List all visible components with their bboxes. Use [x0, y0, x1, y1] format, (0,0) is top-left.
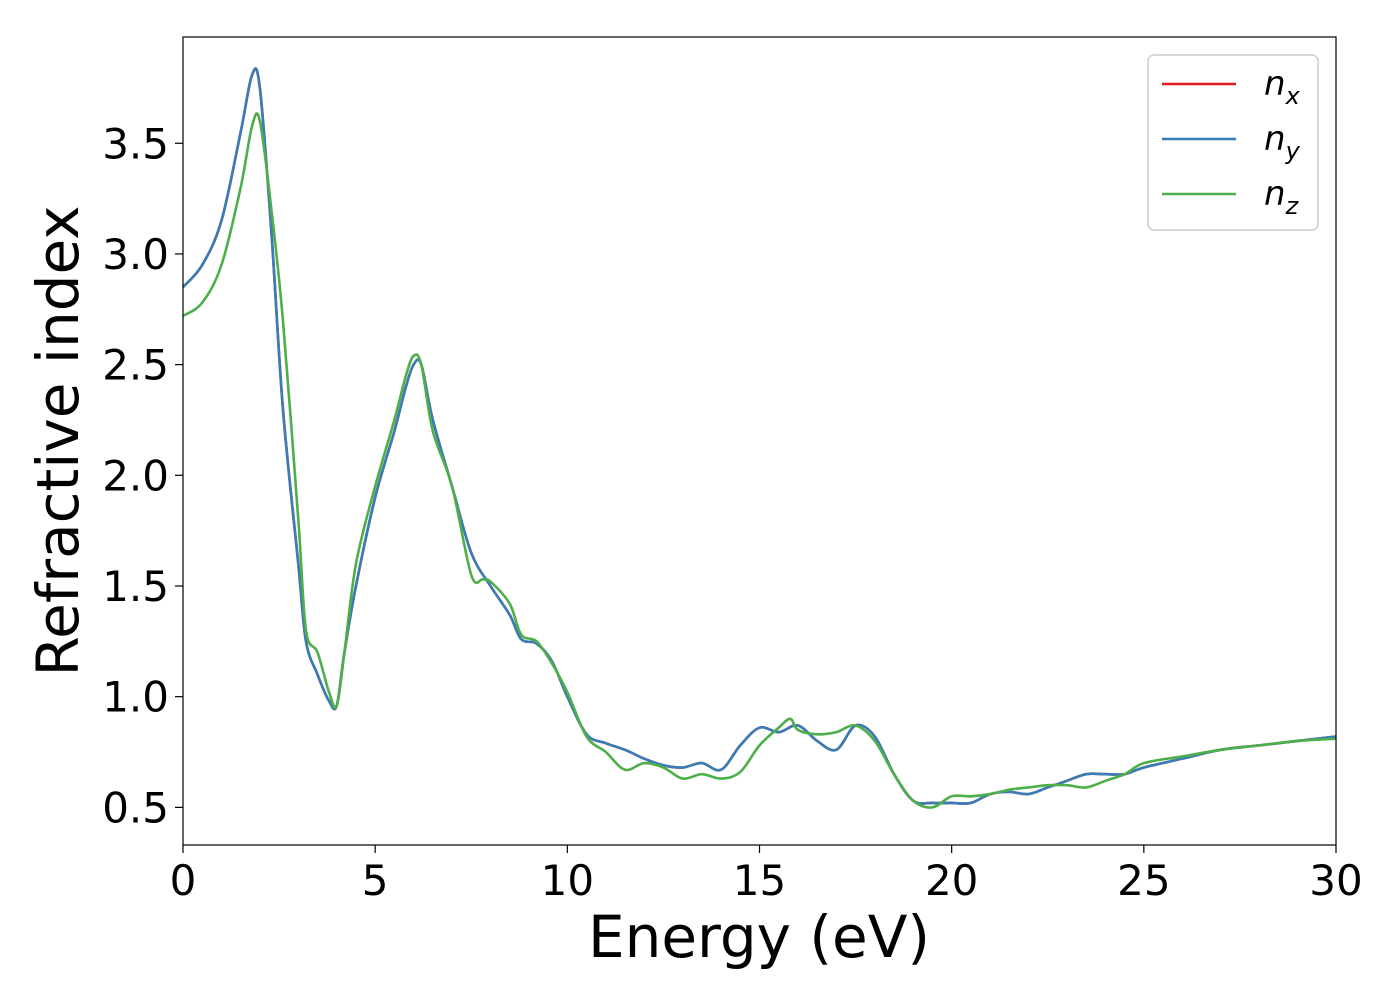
- y-tick-label: 3.5: [102, 119, 169, 168]
- series-line-z: [182, 112, 1337, 809]
- x-tick-label: 30: [1309, 856, 1362, 905]
- legend-box: [1147, 54, 1319, 231]
- legend: nx ny nz: [1147, 54, 1319, 231]
- y-tick-label: 1.0: [102, 673, 169, 722]
- x-axis-title: Energy (eV): [588, 903, 930, 971]
- y-tick-label: 3.0: [102, 230, 169, 279]
- y-axis-title: Refractive index: [24, 205, 92, 676]
- x-tick-label: 10: [541, 856, 594, 905]
- x-axis-ticks: 0 5 10 15 20 25 30: [170, 845, 1363, 905]
- x-tick-label: 20: [925, 856, 978, 905]
- series-line-y: [182, 67, 1337, 805]
- legend-label-y: ny: [1264, 119, 1301, 165]
- legend-label-x: nx: [1264, 64, 1301, 110]
- series-layer: [182, 67, 1337, 809]
- y-tick-label: 2.5: [102, 341, 169, 390]
- y-tick-label: 2.0: [102, 451, 169, 500]
- y-axis-ticks: 0.5 1.0 1.5 2.0 2.5 3.0 3.5: [102, 119, 183, 832]
- y-tick-label: 0.5: [102, 783, 169, 832]
- x-tick-label: 25: [1117, 856, 1170, 905]
- x-tick-label: 0: [170, 856, 197, 905]
- legend-label-z: nz: [1264, 174, 1300, 220]
- x-tick-label: 5: [362, 856, 389, 905]
- y-tick-label: 1.5: [102, 562, 169, 611]
- x-tick-label: 15: [733, 856, 786, 905]
